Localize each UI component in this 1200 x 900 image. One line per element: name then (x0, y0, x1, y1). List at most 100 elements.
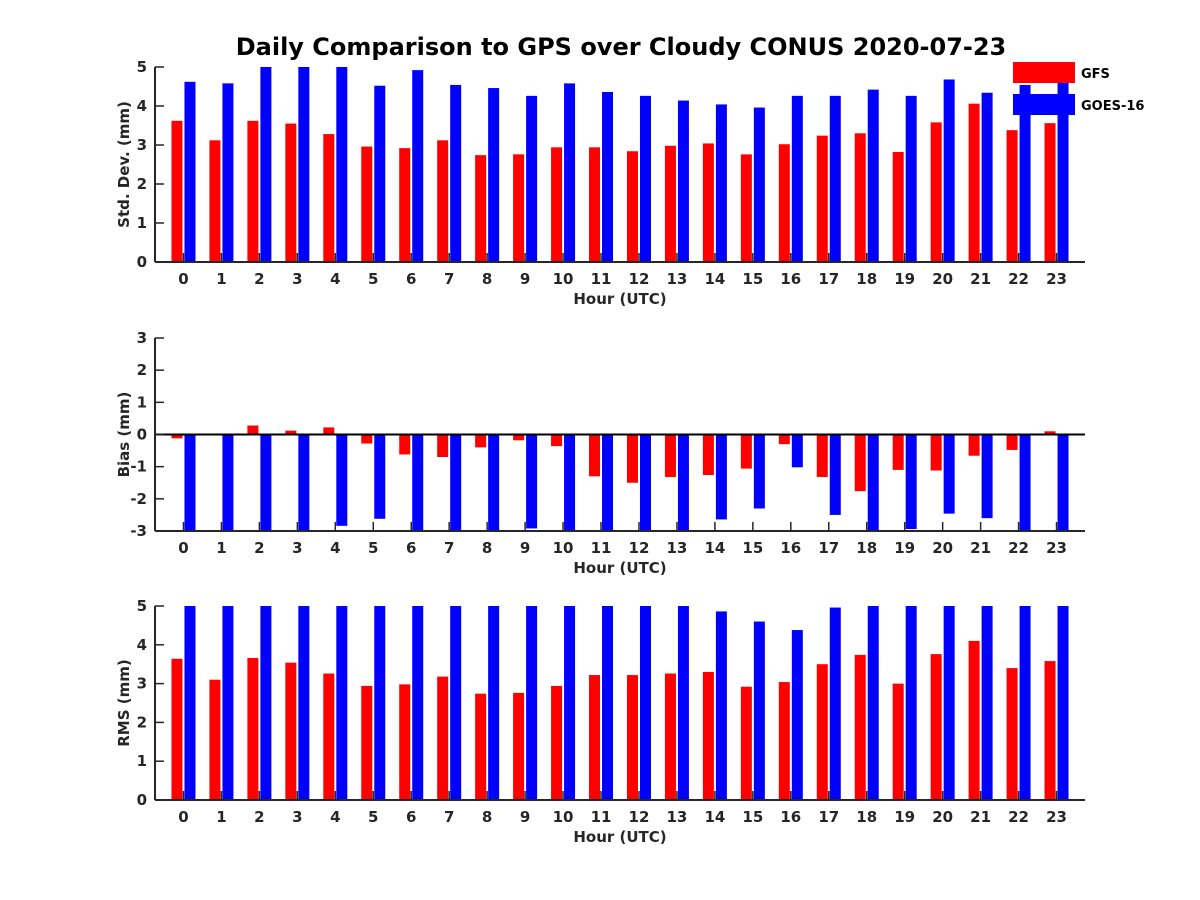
bar-goes-16-hour-4 (336, 434, 348, 526)
bar-goes-16-hour-20 (943, 434, 955, 514)
chart-title: Daily Comparison to GPS over Cloudy CONU… (236, 33, 1007, 61)
bar-gfs-hour-17 (816, 434, 828, 477)
bar-gfs-hour-15 (740, 154, 752, 262)
bar-goes-16-hour-13 (677, 100, 689, 262)
bar-goes-16-hour-19 (905, 606, 917, 800)
bar-gfs-hour-15 (740, 434, 752, 469)
bar-gfs-hour-11 (589, 434, 601, 477)
x-tick-label: 9 (520, 270, 530, 288)
bar-gfs-hour-8 (475, 434, 487, 448)
x-tick-label: 6 (406, 808, 416, 826)
bar-goes-16-hour-7 (450, 434, 462, 531)
y-tick-label: 5 (137, 58, 147, 76)
bar-goes-16-hour-4 (336, 67, 348, 262)
bar-goes-16-hour-11 (602, 434, 614, 531)
x-tick-label: 15 (742, 539, 763, 557)
bar-goes-16-hour-13 (677, 434, 689, 531)
bar-gfs-hour-0 (171, 120, 183, 262)
x-tick-label: 20 (932, 270, 953, 288)
x-tick-label: 21 (970, 270, 991, 288)
x-tick-label: 1 (216, 539, 226, 557)
bar-goes-16-hour-2 (260, 606, 272, 800)
x-tick-label: 22 (1008, 808, 1029, 826)
bar-goes-16-hour-11 (602, 91, 614, 263)
bar-gfs-hour-14 (702, 671, 714, 800)
bar-gfs-hour-2 (247, 425, 259, 435)
x-tick-label: 20 (932, 539, 953, 557)
y-tick-label: 1 (137, 214, 147, 232)
x-tick-label: 9 (520, 539, 530, 557)
bar-gfs-hour-17 (816, 135, 828, 262)
bar-gfs-hour-0 (171, 658, 183, 800)
bar-goes-16-hour-15 (753, 434, 765, 509)
bar-gfs-hour-21 (968, 640, 980, 800)
bar-gfs-hour-3 (285, 123, 297, 262)
bar-goes-16-hour-6 (412, 70, 424, 263)
x-tick-label: 19 (894, 539, 915, 557)
bar-goes-16-hour-17 (829, 95, 841, 262)
bar-goes-16-hour-18 (867, 89, 879, 263)
bar-gfs-hour-6 (399, 148, 411, 262)
bar-gfs-hour-14 (702, 434, 714, 476)
bar-goes-16-hour-12 (639, 434, 651, 531)
bar-gfs-hour-10 (551, 434, 563, 447)
x-tick-label: 10 (553, 808, 574, 826)
bar-gfs-hour-20 (930, 654, 942, 800)
bar-goes-16-hour-0 (184, 81, 196, 262)
bar-gfs-hour-2 (247, 120, 259, 262)
bar-goes-16-hour-16 (791, 434, 803, 468)
bar-gfs-hour-22 (1006, 434, 1018, 450)
x-tick-label: 0 (178, 270, 188, 288)
legend-label-gfs: GFS (1081, 67, 1110, 82)
x-tick-label: 15 (742, 270, 763, 288)
bar-goes-16-hour-8 (488, 606, 500, 800)
bar-gfs-hour-20 (930, 434, 942, 471)
x-tick-label: 15 (742, 808, 763, 826)
x-tick-label: 5 (368, 808, 378, 826)
bar-gfs-hour-15 (740, 686, 752, 800)
bar-gfs-hour-11 (589, 675, 601, 800)
bar-goes-16-hour-10 (564, 606, 576, 800)
bar-gfs-hour-18 (854, 434, 866, 492)
bar-goes-16-hour-10 (564, 83, 576, 262)
y-tick-label: 5 (137, 597, 147, 615)
x-tick-label: 4 (330, 270, 340, 288)
bar-gfs-hour-5 (361, 434, 373, 444)
bar-gfs-hour-2 (247, 657, 259, 800)
bar-goes-16-hour-8 (488, 88, 500, 262)
bar-goes-16-hour-5 (374, 85, 386, 262)
x-tick-label: 20 (932, 808, 953, 826)
bar-gfs-hour-12 (626, 675, 638, 800)
bar-gfs-hour-19 (892, 434, 904, 470)
bar-goes-16-hour-14 (715, 104, 727, 262)
x-tick-label: 22 (1008, 539, 1029, 557)
bar-goes-16-hour-17 (829, 607, 841, 800)
bar-goes-16-hour-14 (715, 611, 727, 800)
bar-goes-16-hour-20 (943, 606, 955, 800)
bar-gfs-hour-8 (475, 693, 487, 800)
x-tick-label: 7 (444, 539, 454, 557)
x-tick-label: 19 (894, 270, 915, 288)
bar-goes-16-hour-12 (639, 606, 651, 800)
bar-goes-16-hour-6 (412, 434, 424, 531)
bar-gfs-hour-19 (892, 683, 904, 800)
x-tick-label: 1 (216, 808, 226, 826)
y-tick-label: 3 (137, 675, 147, 693)
bar-goes-16-hour-18 (867, 434, 879, 531)
bar-gfs-hour-16 (778, 434, 790, 445)
x-tick-label: 16 (780, 808, 801, 826)
x-tick-label: 5 (368, 539, 378, 557)
x-tick-label: 10 (553, 270, 574, 288)
x-tick-label: 11 (591, 539, 612, 557)
x-axis-label: Hour (UTC) (573, 290, 666, 308)
bar-goes-16-hour-10 (564, 434, 576, 531)
bar-goes-16-hour-1 (222, 83, 234, 262)
x-tick-label: 13 (667, 270, 688, 288)
bar-gfs-hour-4 (323, 134, 335, 262)
x-tick-label: 17 (818, 270, 839, 288)
bar-gfs-hour-22 (1006, 668, 1018, 800)
